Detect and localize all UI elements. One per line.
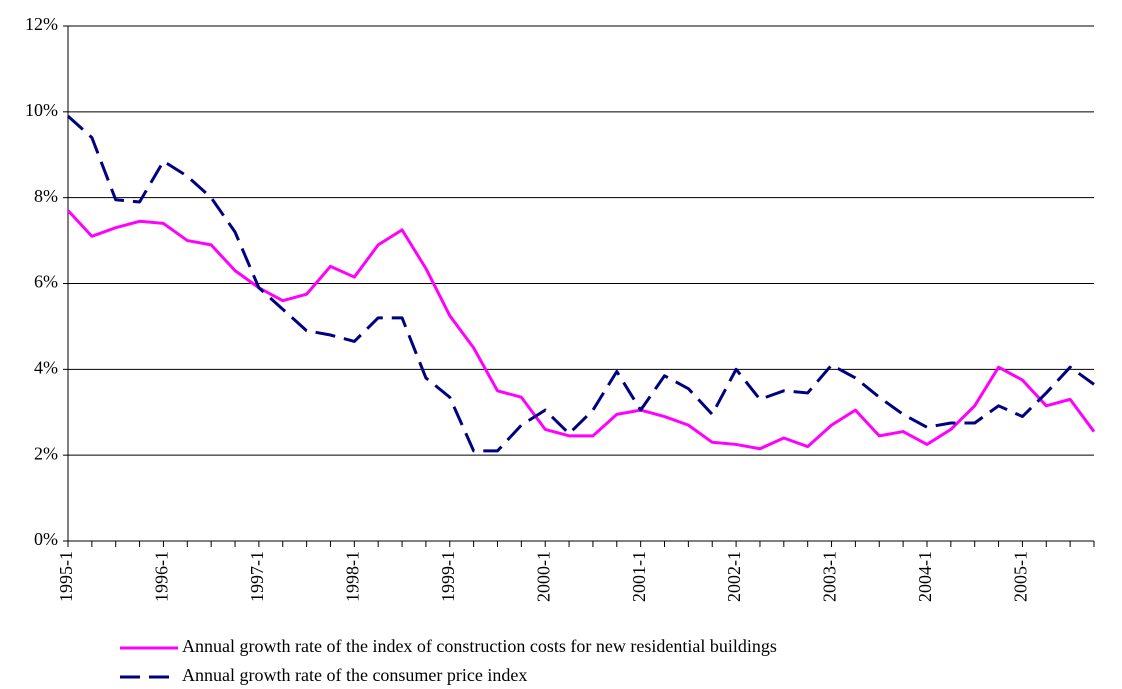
x-tick-label: 2005-1 bbox=[1011, 551, 1031, 602]
x-tick-label: 2000-1 bbox=[533, 551, 553, 602]
x-tick-label: 1996-1 bbox=[152, 551, 172, 602]
series-line bbox=[66, 209, 1096, 451]
y-tick-label: 10% bbox=[25, 100, 58, 120]
x-tick-label: 2002-1 bbox=[724, 551, 744, 602]
x-tick-label: 2003-1 bbox=[820, 551, 840, 602]
x-tick-label: 1998-1 bbox=[342, 551, 362, 602]
legend-label: Annual growth rate of the consumer price… bbox=[182, 665, 527, 685]
series-line bbox=[66, 115, 1095, 453]
y-tick-label: 12% bbox=[25, 14, 58, 34]
y-tick-label: 2% bbox=[34, 443, 58, 463]
x-tick-label: 1997-1 bbox=[247, 551, 267, 602]
y-tick-label: 8% bbox=[34, 186, 58, 206]
x-tick-label: 1995-1 bbox=[56, 551, 76, 602]
x-tick-label: 2001-1 bbox=[629, 551, 649, 602]
y-tick-label: 4% bbox=[34, 357, 58, 377]
y-tick-label: 0% bbox=[34, 529, 58, 549]
x-tick-label: 2004-1 bbox=[915, 551, 935, 602]
legend-label: Annual growth rate of the index of const… bbox=[182, 636, 777, 656]
y-tick-label: 6% bbox=[34, 272, 58, 292]
x-tick-label: 1999-1 bbox=[438, 551, 458, 602]
